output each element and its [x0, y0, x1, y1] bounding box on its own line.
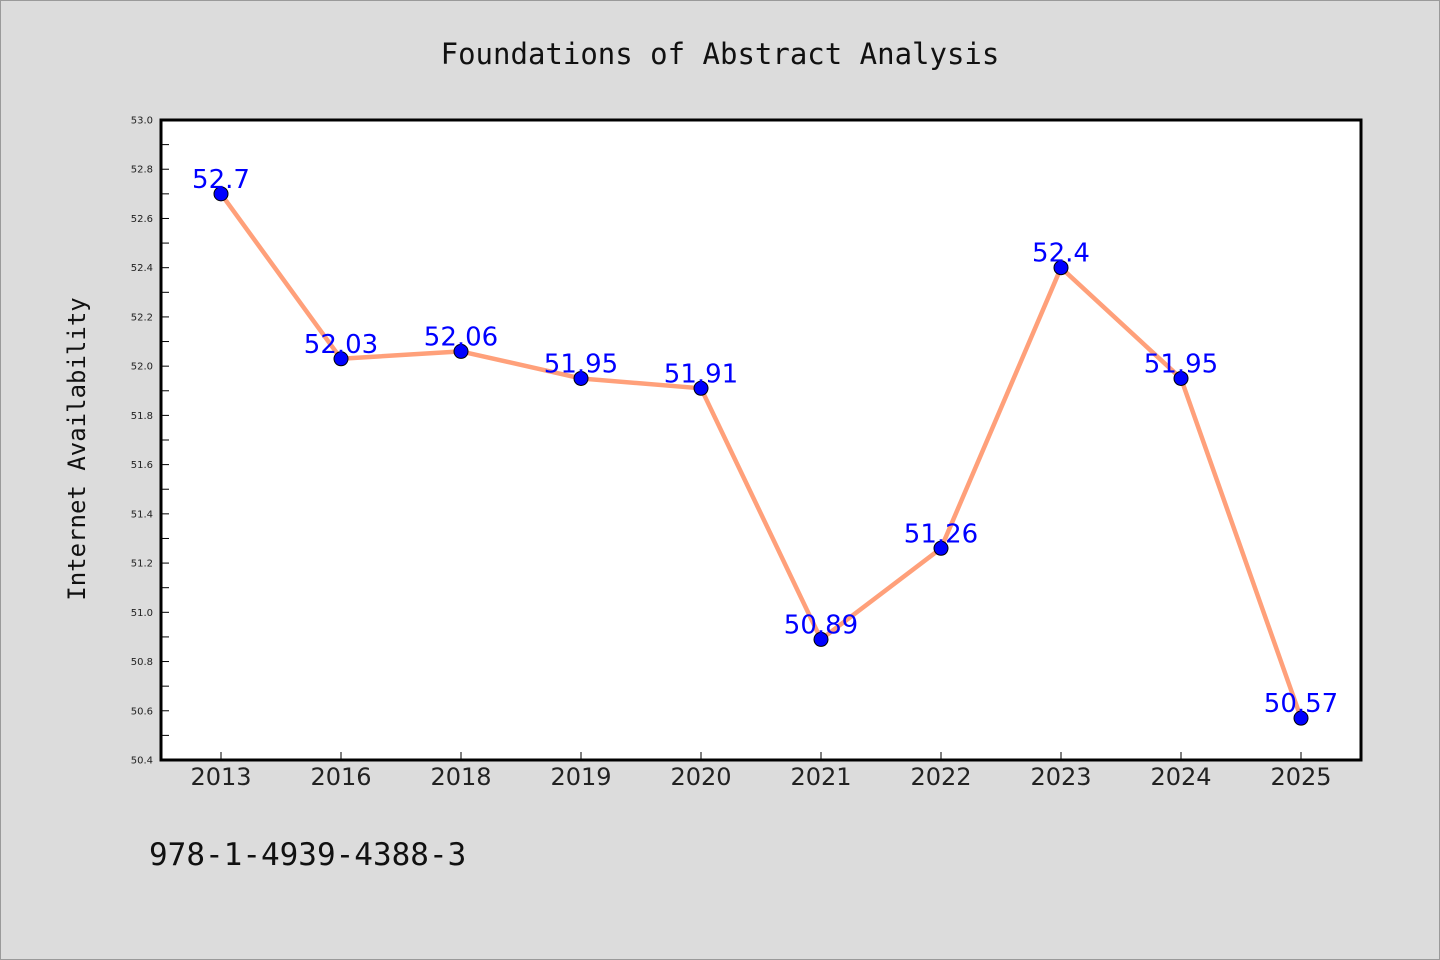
x-tick-label: 2025: [1270, 763, 1331, 791]
x-tick-label: 2023: [1030, 763, 1091, 791]
series-lines: [218, 191, 1304, 721]
data-point: [1293, 710, 1309, 726]
data-value-label: 51.95: [544, 349, 618, 379]
y-axis: 50.4 50.6 50.8 51.0 51.2 51.4 51.6 51.8 52.0 52.2…: [131, 116, 169, 767]
y-tick-label: 52.2: [131, 312, 153, 323]
data-value-label: 52.03: [304, 330, 378, 360]
data-value-label: 52.4: [1032, 239, 1090, 269]
data-value-label: 51.95: [1144, 349, 1218, 379]
plot-frame: [159, 118, 1363, 762]
data-labels: 52.7 52.03 52.06 51.95 51.91 50.89 51.26 52.4 51…: [192, 165, 1338, 719]
data-value-label: 50.57: [1264, 689, 1338, 719]
x-tick-label: 2020: [670, 763, 731, 791]
y-tick-label: 51.0: [131, 608, 153, 619]
data-point: [1053, 260, 1069, 276]
data-point: [213, 186, 229, 202]
data-value-label: 51.91: [664, 359, 738, 389]
series-markers: [213, 186, 1309, 726]
y-axis-label: Internet Availability: [63, 297, 91, 600]
data-point: [573, 370, 589, 386]
y-tick-label: 51.6: [131, 460, 153, 471]
data-point: [813, 631, 829, 647]
x-axis: 2013 2016 2018 2019 2020 2021 2022 2023 2024 2025: [190, 752, 1332, 791]
data-point: [333, 351, 349, 367]
x-tick-label: 2021: [790, 763, 851, 791]
x-tick-label: 2013: [190, 763, 251, 791]
x-tick-label: 2018: [430, 763, 491, 791]
x-tick-label: 2024: [1150, 763, 1211, 791]
data-value-label: 51.26: [904, 519, 978, 549]
y-tick-label: 52.6: [131, 214, 153, 225]
data-point: [693, 380, 709, 396]
data-value-label: 52.06: [424, 322, 498, 352]
chart-title: Foundations of Abstract Analysis: [441, 37, 1000, 71]
y-tick-label: 52.4: [131, 263, 153, 274]
y-tick-label: 51.2: [131, 559, 153, 570]
x-tick-label: 2022: [910, 763, 971, 791]
x-tick-label: 2019: [550, 763, 611, 791]
y-tick-label: 52.0: [131, 362, 153, 373]
y-tick-label: 52.8: [131, 165, 153, 176]
y-tick-label: 50.4: [131, 756, 153, 767]
y-tick-label: 50.8: [131, 657, 153, 668]
y-tick-label: 51.4: [131, 509, 153, 520]
data-point: [1173, 370, 1189, 386]
data-value-label: 52.7: [192, 165, 250, 195]
footnote-code: 978-1-4939-4388-3: [149, 837, 466, 873]
y-tick-label: 53.0: [131, 116, 153, 127]
y-tick-label: 51.8: [131, 411, 153, 422]
data-point: [453, 343, 469, 359]
x-tick-label: 2016: [310, 763, 371, 791]
y-tick-label: 50.6: [131, 706, 153, 717]
data-point: [933, 540, 949, 556]
plot-area: [161, 120, 1361, 760]
data-value-label: 50.89: [784, 610, 858, 640]
series-line: [218, 191, 1304, 721]
